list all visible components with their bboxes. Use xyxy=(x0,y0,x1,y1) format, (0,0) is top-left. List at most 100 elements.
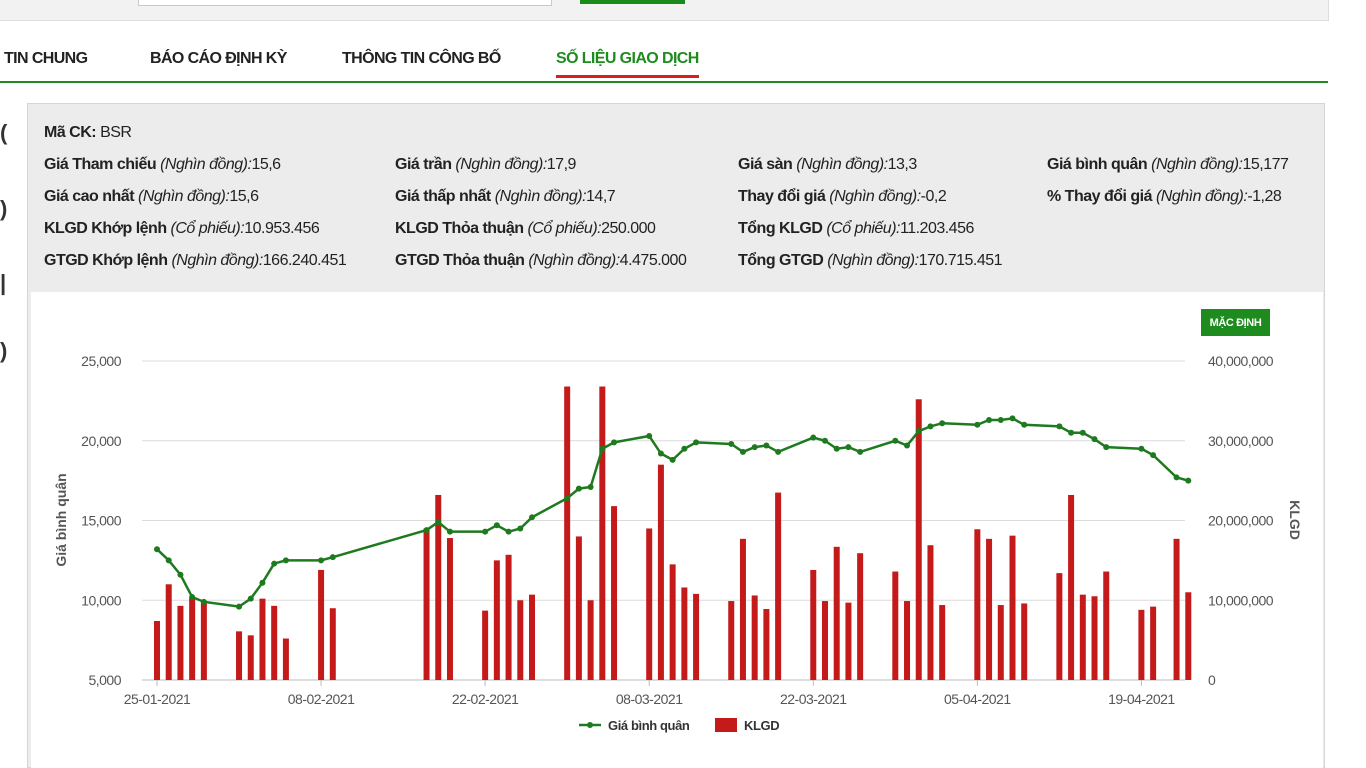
info-item: Tổng GTGD (Nghìn đồng):170.715.451 xyxy=(738,252,1003,269)
volume-bar xyxy=(1009,535,1016,680)
volume-bar xyxy=(1079,594,1086,680)
info-item: Giá bình quân (Nghìn đồng):15,177 xyxy=(1047,156,1289,173)
info-item: GTGD Khớp lệnh (Nghìn đồng):166.240.451 xyxy=(44,252,347,269)
y-tick-label-right: 10,000,000 xyxy=(1208,592,1274,608)
price-point xyxy=(446,528,453,535)
volume-bar xyxy=(904,601,911,680)
price-point xyxy=(833,445,840,452)
y-tick-label-left: 15,000 xyxy=(81,513,122,529)
price-point xyxy=(693,439,700,446)
info-item: Giá sàn (Nghìn đồng):13,3 xyxy=(738,156,917,173)
volume-bar xyxy=(857,553,864,680)
volume-bar xyxy=(1021,603,1028,680)
info-item: Thay đổi giá (Nghìn đồng):-0,2 xyxy=(738,188,947,205)
price-point xyxy=(259,579,266,586)
info-item: Giá trần (Nghìn đồng):17,9 xyxy=(395,156,576,173)
tab-bao-cao-dinh-ky[interactable]: BÁO CÁO ĐỊNH KỲ xyxy=(150,50,287,67)
legend-bar-symbol xyxy=(715,718,737,732)
volume-bar xyxy=(177,605,184,680)
y-tick-label-left: 20,000 xyxy=(81,433,122,449)
price-point xyxy=(974,421,981,428)
info-item: Giá thấp nhất (Nghìn đồng):14,7 xyxy=(395,188,616,205)
price-point xyxy=(927,423,934,430)
price-point xyxy=(154,546,160,553)
volume-bar xyxy=(739,538,746,680)
volume-bar xyxy=(810,569,817,680)
legend-label: KLGD xyxy=(744,718,779,733)
info-item: KLGD Khớp lệnh (Cổ phiếu):10.953.456 xyxy=(44,220,320,237)
price-point xyxy=(669,456,676,463)
default-view-button[interactable]: MẶC ĐỊNH xyxy=(1201,309,1270,336)
volume-bar xyxy=(997,605,1004,680)
price-point xyxy=(318,557,325,564)
volume-bar xyxy=(564,386,571,680)
tab-tin-chung[interactable]: TIN CHUNG xyxy=(4,50,88,67)
volume-bar xyxy=(833,546,840,680)
price-point xyxy=(904,442,911,449)
price-point xyxy=(575,485,582,492)
x-tick-label: 19-04-2021 xyxy=(1108,691,1175,707)
price-point xyxy=(529,514,536,521)
info-item: KLGD Thỏa thuận (Cổ phiếu):250.000 xyxy=(395,220,656,237)
price-point xyxy=(892,437,899,444)
price-point xyxy=(739,448,746,455)
price-point xyxy=(775,448,782,455)
price-point xyxy=(646,432,653,439)
price-point xyxy=(763,442,770,449)
volume-bar xyxy=(892,571,899,680)
price-point xyxy=(1091,436,1098,443)
price-point xyxy=(435,519,442,526)
volume-bar xyxy=(435,494,442,680)
price-point xyxy=(915,428,922,435)
price-point xyxy=(493,522,500,529)
price-point xyxy=(482,528,489,535)
volume-bar xyxy=(728,601,735,680)
info-item: GTGD Thỏa thuận (Nghìn đồng):4.475.000 xyxy=(395,252,687,269)
volume-bar xyxy=(189,597,196,680)
y-tick-label-left: 25,000 xyxy=(81,353,122,369)
price-point xyxy=(329,554,336,561)
price-point xyxy=(1103,444,1110,451)
price-point xyxy=(599,445,606,452)
search-button[interactable] xyxy=(580,0,685,4)
volume-bar xyxy=(763,609,770,680)
volume-bar xyxy=(482,610,489,680)
volume-bar xyxy=(681,587,688,680)
volume-bar xyxy=(271,605,278,680)
price-point xyxy=(282,557,289,564)
volume-bar xyxy=(493,560,500,680)
price-point xyxy=(505,528,512,535)
volume-bar xyxy=(657,464,664,680)
y-axis-title-left: Giá bình quân xyxy=(53,473,69,566)
price-point xyxy=(845,444,852,451)
volume-bar xyxy=(529,594,536,680)
volume-bar xyxy=(751,595,758,680)
price-point xyxy=(247,595,254,602)
volume-bar xyxy=(611,506,618,680)
x-tick-label: 05-04-2021 xyxy=(944,691,1011,707)
price-point xyxy=(564,495,571,502)
volume-bar xyxy=(1056,573,1063,680)
price-point xyxy=(986,417,993,424)
price-point xyxy=(587,484,594,491)
search-input[interactable] xyxy=(138,0,552,6)
price-point xyxy=(517,525,524,532)
volume-bar xyxy=(505,554,512,680)
volume-bar xyxy=(646,528,653,680)
x-tick-label: 22-03-2021 xyxy=(780,691,847,707)
price-point xyxy=(423,527,430,534)
volume-bar xyxy=(282,638,289,680)
side-glyph: ) xyxy=(0,196,8,221)
volume-bar xyxy=(517,600,524,680)
info-item: Tổng KLGD (Cổ phiếu):11.203.456 xyxy=(738,220,974,237)
tab-so-lieu-giao-dich[interactable]: SỐ LIỆU GIAO DỊCH xyxy=(556,50,699,78)
x-tick-label: 08-02-2021 xyxy=(288,691,355,707)
volume-bar xyxy=(446,538,453,680)
volume-bar xyxy=(318,569,325,680)
x-tick-label: 25-01-2021 xyxy=(124,691,191,707)
volume-bar xyxy=(236,631,243,680)
tab-thong-tin-cong-bo[interactable]: THÔNG TIN CÔNG BỐ xyxy=(342,50,501,67)
volume-bar xyxy=(915,399,922,680)
volume-bar xyxy=(587,600,594,680)
